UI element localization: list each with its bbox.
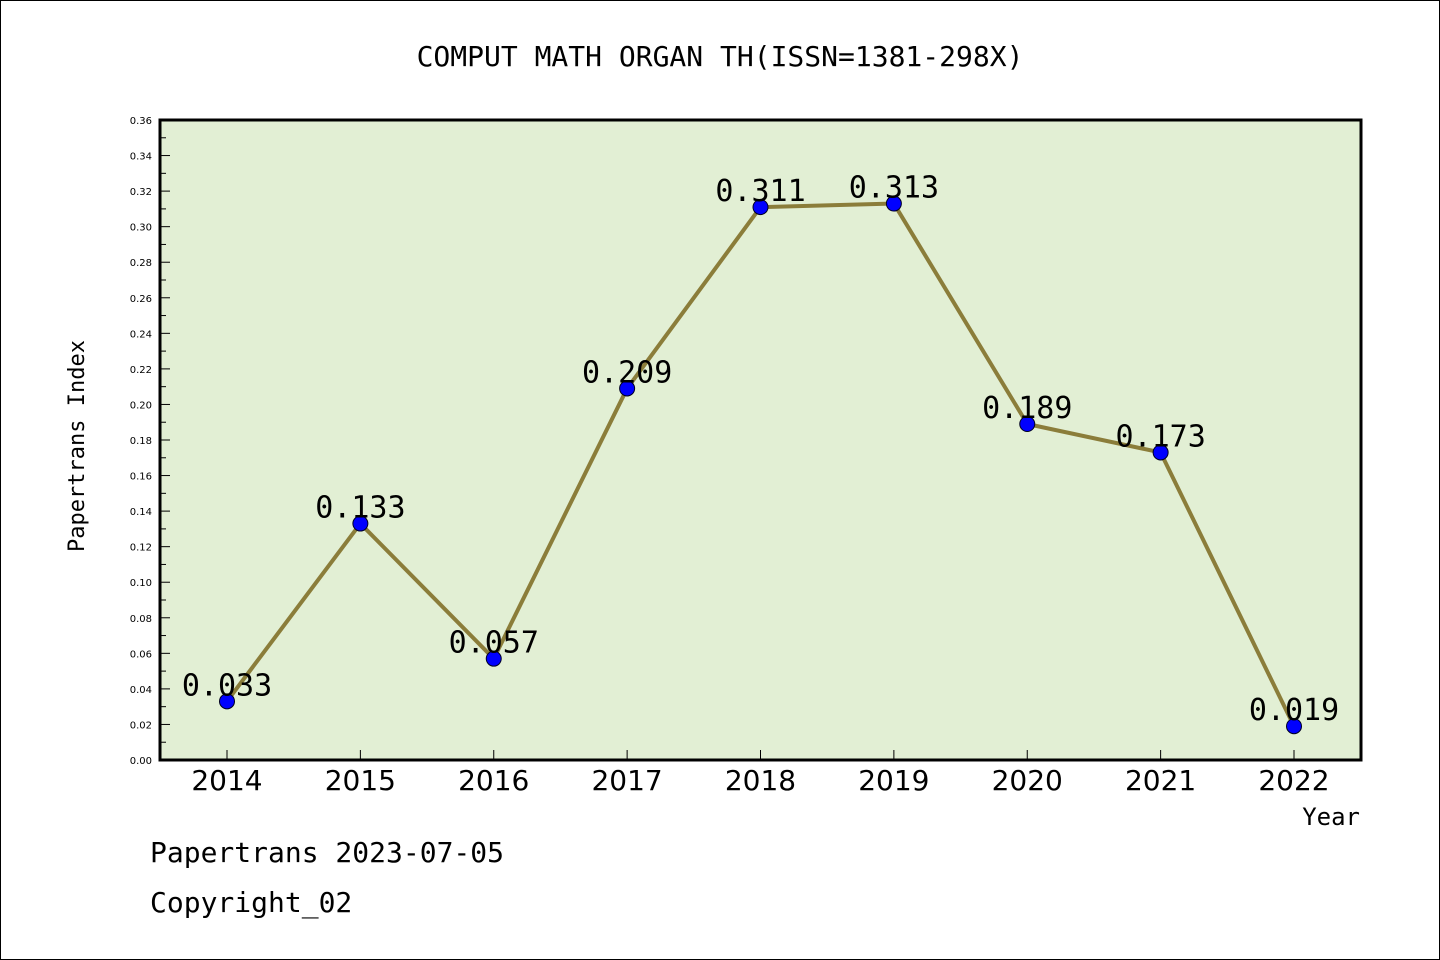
data-label: 0.057 xyxy=(449,626,539,661)
data-label: 0.189 xyxy=(982,391,1072,426)
footer-date: Papertrans 2023-07-05 xyxy=(150,836,505,869)
data-point xyxy=(1152,444,1169,461)
y-tick-label: 0.10 xyxy=(130,578,152,589)
x-tick-label: 2014 xyxy=(191,764,262,797)
data-points xyxy=(219,195,1302,735)
y-tick-label: 0.14 xyxy=(130,507,152,518)
x-tick-label: 2022 xyxy=(1258,764,1329,797)
y-tick-label: 0.12 xyxy=(130,543,152,554)
x-tick-label: 2018 xyxy=(725,764,796,797)
x-tick-label: 2019 xyxy=(858,764,929,797)
x-tick-label: 2017 xyxy=(591,764,662,797)
data-point xyxy=(619,380,636,397)
y-tick-label: 0.28 xyxy=(130,258,152,269)
x-tick-label: 2020 xyxy=(992,764,1063,797)
data-point xyxy=(485,650,502,667)
y-tick-label: 0.24 xyxy=(130,329,152,340)
y-tick-label: 0.34 xyxy=(130,152,152,163)
y-tick-label: 0.16 xyxy=(130,472,152,483)
data-point xyxy=(752,199,769,216)
plot-area xyxy=(160,120,1361,760)
data-label: 0.209 xyxy=(582,355,672,390)
data-label: 0.173 xyxy=(1115,419,1205,454)
x-axis: 2014 2015 2016 2017 2018 2019 2020 2021 2022 xyxy=(191,750,1330,797)
y-tick-label: 0.26 xyxy=(130,294,152,305)
data-label: 0.033 xyxy=(182,668,272,703)
data-point xyxy=(1019,416,1036,432)
y-tick-label: 0.02 xyxy=(130,720,152,731)
data-point xyxy=(219,693,235,710)
y-tick-label: 0.00 xyxy=(130,756,152,767)
x-tick-label: 2015 xyxy=(325,764,396,797)
y-tick-label: 0.18 xyxy=(130,436,152,447)
y-tick-label: 0.30 xyxy=(130,223,152,234)
data-point xyxy=(1286,718,1302,735)
y-tick-label: 0.22 xyxy=(130,365,152,376)
y-tick-label: 0.32 xyxy=(130,187,152,198)
y-axis-label: Papertrans Index xyxy=(65,340,90,552)
y-tick-label: 0.36 xyxy=(130,116,152,127)
y-tick-label: 0.06 xyxy=(130,649,152,660)
data-label: 0.313 xyxy=(849,171,939,206)
y-tick-label: 0.20 xyxy=(130,400,152,411)
x-tick-label: 2021 xyxy=(1125,764,1196,797)
data-label: 0.133 xyxy=(315,491,405,526)
x-tick-label: 2016 xyxy=(458,764,529,797)
data-point xyxy=(885,195,902,212)
data-labels: 0.033 0.133 0.057 0.209 0.311 0.313 0.189 0.173… xyxy=(182,171,1339,729)
y-axis: 0.00 0.02 0.04 0.06 0.08 0.10 0.12 0.14 0.16 0.18… xyxy=(130,116,170,767)
data-point xyxy=(352,515,369,532)
x-axis-label: Year xyxy=(1302,803,1360,831)
data-label: 0.019 xyxy=(1249,693,1339,728)
y-tick-label: 0.08 xyxy=(130,614,152,625)
plot-border xyxy=(158,118,1363,762)
footer-copyright: Copyright_02 xyxy=(150,886,353,919)
y-tick-label: 0.04 xyxy=(130,685,152,696)
chart-title: COMPUT MATH ORGAN TH(ISSN=1381-298X) xyxy=(417,40,1024,73)
data-label: 0.311 xyxy=(715,174,805,209)
